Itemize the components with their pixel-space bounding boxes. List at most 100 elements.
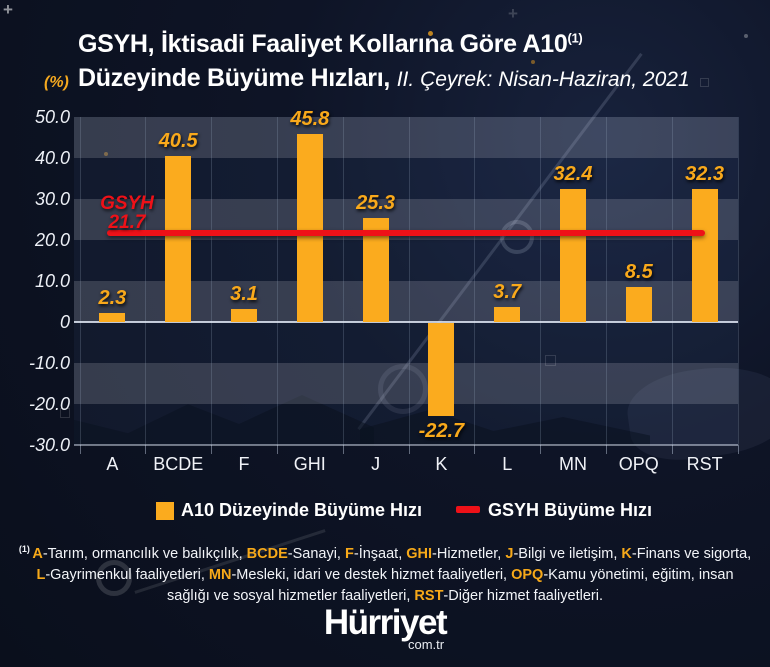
- chart-gridline: [540, 116, 542, 446]
- chart-gridline: [671, 116, 673, 446]
- activity-code: BCDE: [246, 545, 288, 562]
- y-axis-tick-label: 10.0: [34, 270, 70, 291]
- chart-gridline: [342, 116, 344, 446]
- title-footnote-marker: (1): [567, 30, 583, 46]
- bar-value-label: 2.3: [98, 286, 127, 309]
- x-axis-category-label: RST: [686, 454, 723, 474]
- bar-value-label: 45.8: [290, 107, 330, 130]
- zero-axis-line: [74, 321, 738, 323]
- bar-value-label: 40.5: [158, 129, 198, 152]
- x-axis-category-label: F: [238, 454, 250, 474]
- gsyh-reference-value: 21.7: [108, 211, 146, 233]
- chart-gridline: [79, 116, 81, 446]
- bar-RST: [691, 189, 718, 322]
- title-text: GSYH, İktisadi Faaliyet Kollarına Göre A…: [78, 30, 568, 58]
- activity-description: -Tarım, ormancılık ve balıkçılık,: [42, 545, 247, 562]
- bar-GHI: [296, 133, 323, 322]
- activity-code: L: [36, 566, 46, 583]
- activity-code: GHI: [406, 545, 433, 562]
- line-legend-swatch: [456, 506, 480, 513]
- x-axis-category-label: K: [435, 454, 448, 474]
- chart-gridline: [276, 116, 278, 446]
- chart-band: [74, 116, 738, 158]
- x-axis-tick: [211, 445, 213, 455]
- branding: Hürriyet com.tr: [0, 603, 770, 654]
- unit-label: (%): [44, 74, 69, 91]
- chart-gridline: [474, 116, 476, 446]
- chart-title-line2: Düzeyinde Büyüme Hızları, II. Çeyrek: Ni…: [78, 64, 690, 93]
- chart-gridline: [145, 116, 147, 446]
- activity-description: -Mesleki, idari ve destek hizmet faaliye…: [231, 566, 512, 583]
- activity-description: -Diğer hizmet faaliyetleri.: [443, 587, 603, 604]
- x-axis-tick: [145, 445, 147, 455]
- activity-code: J: [505, 545, 514, 562]
- y-axis-tick-label: 20.0: [34, 229, 70, 250]
- activity-description: -Hizmetler,: [432, 545, 506, 562]
- logo-wrap: Hürriyet com.tr: [323, 603, 448, 652]
- y-axis-tick-label: -20.0: [28, 394, 70, 415]
- y-axis-tick-label: 40.0: [34, 147, 70, 168]
- x-axis-tick: [605, 445, 607, 455]
- x-axis-tick: [474, 445, 476, 455]
- gsyh-reference-name: GSYH: [100, 192, 154, 214]
- x-axis-tick: [737, 445, 739, 455]
- y-axis-tick-label: -10.0: [28, 353, 70, 374]
- bar-value-label: 3.1: [230, 283, 258, 306]
- x-axis-tick: [79, 445, 81, 455]
- bar-F: [231, 309, 257, 322]
- chart-band: [74, 363, 738, 405]
- activity-description: -Kamu yönetimi, eğitim, insan sağlığı ve…: [167, 566, 734, 604]
- x-axis-tick: [540, 445, 542, 455]
- bar-A: [99, 312, 126, 322]
- x-axis-tick: [671, 445, 673, 455]
- gsyh-reference-line: [107, 229, 705, 236]
- chart-band: [74, 404, 738, 446]
- title-text: Düzeyinde Büyüme Hızları,: [78, 64, 391, 92]
- x-axis-category-label: MN: [558, 454, 587, 474]
- title-period-subtitle: II. Çeyrek: Nisan-Haziran, 2021: [396, 68, 690, 91]
- footnote: (1) A-Tarım, ormancılık ve balıkçılık, B…: [18, 539, 752, 607]
- x-axis-category-label: L: [502, 454, 513, 474]
- hurriyet-logo: Hürriyet: [323, 603, 448, 642]
- activity-description: -Bilgi ve iletişim,: [513, 545, 622, 562]
- logo-domain: com.tr: [407, 637, 445, 652]
- activity-description: -İnşaat,: [353, 545, 407, 562]
- chart-baseline: [74, 444, 738, 447]
- chart-gridline: [211, 116, 213, 446]
- activity-code: F: [345, 545, 354, 562]
- bar-MN: [560, 188, 586, 322]
- chart-gridline: [605, 116, 607, 446]
- chart-gridline: [737, 116, 739, 446]
- gsyh-reference-label: GSYH 21.7: [94, 194, 160, 232]
- x-axis-category-label: OPQ: [618, 454, 659, 474]
- y-axis-tick-label: 50.0: [34, 106, 70, 127]
- x-axis-tick: [408, 445, 410, 455]
- bar-legend-label: A10 Düzeyinde Büyüme Hızı: [181, 500, 423, 520]
- activity-code: MN: [208, 566, 232, 583]
- activity-description: -Sanayi,: [287, 545, 345, 562]
- y-axis-tick-label: -30.0: [28, 435, 70, 456]
- line-legend-label: GSYH Büyüme Hızı: [488, 500, 653, 520]
- activity-code: OPQ: [511, 566, 544, 583]
- bar-L: [494, 306, 521, 322]
- bar-value-label: 32.4: [553, 162, 593, 185]
- chart-band: [74, 322, 738, 364]
- y-axis-tick-label: 30.0: [34, 188, 70, 209]
- bar-OPQ: [625, 287, 652, 322]
- bar-value-label: 25.3: [356, 192, 396, 215]
- bar-K: [428, 323, 455, 417]
- bar-value-label: 32.3: [685, 163, 725, 186]
- y-axis-tick-label: 0: [59, 312, 70, 332]
- x-axis-category-label: GHI: [293, 454, 326, 474]
- activity-code: K: [621, 545, 632, 562]
- x-axis-category-label: A: [106, 454, 119, 474]
- activity-code: RST: [414, 587, 444, 604]
- bar-value-label: 3.7: [493, 280, 522, 303]
- bar-value-label: 8.5: [624, 261, 653, 284]
- x-axis-tick: [342, 445, 344, 455]
- chart-title-line1: GSYH, İktisadi Faaliyet Kollarına Göre A…: [78, 30, 583, 59]
- chart-gridline: [408, 116, 410, 446]
- bar-legend-swatch: [156, 502, 174, 520]
- activity-description: -Gayrimenkul faaliyetleri,: [45, 566, 209, 583]
